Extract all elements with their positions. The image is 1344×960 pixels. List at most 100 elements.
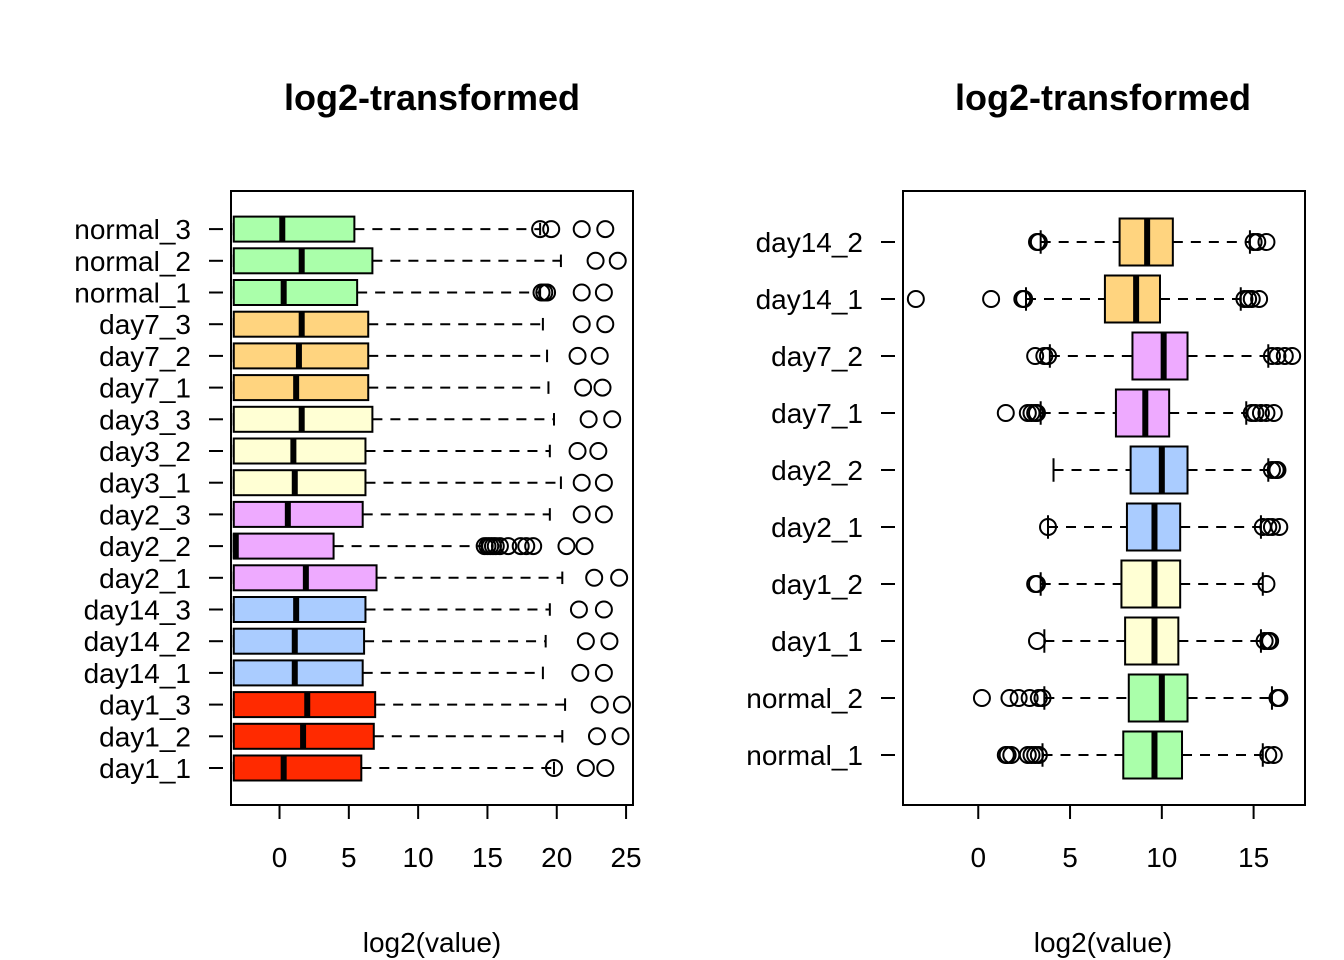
- outlier-point: [576, 632, 595, 651]
- outlier-point: [1283, 347, 1302, 365]
- outlier-point: [538, 283, 557, 302]
- outlier-point: [1268, 461, 1287, 479]
- box-body: [232, 659, 364, 687]
- category-label-day7-3: day7_3: [99, 309, 191, 340]
- category-label-day14-2: day14_2: [84, 626, 191, 657]
- category-label-day14-1: day14_1: [756, 284, 863, 315]
- panel-2: log2-transformed normal_1 normal_2 day1_1 d…: [746, 77, 1306, 958]
- box-day1-3: [232, 691, 631, 719]
- outlier-point: [557, 537, 576, 556]
- outlier-point: [544, 759, 563, 777]
- plot-frame-1: [230, 190, 634, 806]
- outlier-point: [1039, 347, 1058, 365]
- category-label-normal-1: normal_1: [746, 740, 863, 771]
- category-label-day1-2: day1_2: [771, 569, 863, 600]
- outlier-point: [906, 290, 925, 308]
- outlier-point: [1261, 632, 1280, 650]
- box-normal-1: [232, 279, 613, 306]
- outlier-point: [982, 290, 1001, 308]
- panel-1: log2-transformed day1_1day1_2day1_3day14…: [74, 77, 641, 958]
- outlier-point: [1262, 518, 1281, 536]
- category-label-day2-3: day2_3: [99, 499, 191, 530]
- category-label-day7-1: day7_1: [99, 373, 191, 404]
- outlier-point: [1015, 290, 1034, 308]
- box-body: [232, 279, 359, 306]
- outlier-point: [587, 727, 606, 746]
- x-tick-label-0: 0: [970, 842, 986, 873]
- box-day2-2: [232, 532, 594, 560]
- outlier-point: [611, 727, 630, 746]
- box-day1-1: [232, 754, 615, 782]
- outlier-point: [1259, 746, 1278, 764]
- box-day3-1: [232, 469, 613, 497]
- outlier-point: [1262, 347, 1281, 365]
- outlier-point: [568, 346, 587, 365]
- outlier-point: [574, 378, 593, 397]
- outlier-point: [1028, 575, 1046, 593]
- outlier-point: [511, 537, 530, 556]
- box-day14-1: [232, 659, 613, 687]
- category-label-day2-2: day2_2: [771, 455, 863, 486]
- outlier-point: [590, 695, 609, 714]
- box-body: [1127, 673, 1189, 723]
- outlier-point: [612, 695, 631, 714]
- box-day7-2: [232, 342, 609, 370]
- outlier-point: [600, 632, 619, 651]
- category-label-day7-2: day7_2: [771, 341, 863, 372]
- outlier-point: [610, 568, 629, 587]
- outlier-point: [517, 537, 536, 556]
- outlier-point: [1264, 746, 1283, 764]
- outlier-point: [1029, 746, 1048, 764]
- outlier-point: [996, 404, 1015, 422]
- outlier-point: [1039, 518, 1058, 536]
- outlier-point: [1257, 575, 1276, 593]
- box-day7-3: [232, 310, 615, 338]
- outlier-point: [1248, 233, 1267, 251]
- category-label-day3-2: day3_2: [99, 436, 191, 467]
- outlier-point: [1246, 404, 1265, 422]
- outlier-point: [1257, 404, 1276, 422]
- box-day2-1: [1039, 502, 1289, 552]
- outlier-point: [572, 283, 591, 302]
- box-body: [1120, 559, 1182, 609]
- box-day1-2: [232, 722, 630, 750]
- category-label-day2-1: day2_1: [99, 563, 191, 594]
- boxes-1: [232, 215, 631, 782]
- chart-title-1: log2-transformed: [284, 77, 580, 118]
- box-body: [232, 469, 367, 497]
- box-day3-3: [232, 405, 622, 433]
- box-body: [232, 596, 367, 623]
- outlier-point: [1264, 404, 1283, 422]
- outlier-point: [1251, 404, 1270, 422]
- outlier-point: [596, 315, 615, 334]
- category-label-normal-2: normal_2: [74, 246, 191, 277]
- x-axis-label-1: log2(value): [363, 927, 502, 958]
- box-body: [1131, 331, 1189, 381]
- outlier-point: [1270, 518, 1289, 536]
- box-body: [232, 627, 366, 655]
- box-body: [232, 437, 367, 465]
- outlier-point: [569, 600, 588, 619]
- boxes-2: [906, 217, 1302, 780]
- plot-frame-2: [902, 190, 1306, 806]
- box-day14-2: [232, 627, 619, 655]
- x-tick-label-15: 15: [1238, 842, 1269, 873]
- box-day1-1: [1028, 616, 1280, 666]
- category-label-normal-2: normal_2: [746, 683, 863, 714]
- x-tick-label-25: 25: [610, 842, 641, 873]
- outlier-point: [590, 346, 609, 365]
- outlier-point: [1009, 689, 1028, 707]
- x-tick-label-10: 10: [403, 842, 434, 873]
- outlier-point: [972, 689, 991, 707]
- outlier-point: [589, 442, 608, 460]
- category-label-day3-1: day3_1: [99, 468, 191, 499]
- box-body: [232, 754, 363, 782]
- outlier-point: [593, 378, 612, 397]
- outlier-point: [1242, 290, 1261, 308]
- outlier-point: [576, 759, 595, 777]
- box-day7-1: [996, 388, 1283, 438]
- outlier-point: [594, 505, 613, 524]
- outlier-point: [572, 505, 591, 524]
- category-label-day1-1: day1_1: [771, 626, 863, 657]
- x-tick-label-15: 15: [472, 842, 503, 873]
